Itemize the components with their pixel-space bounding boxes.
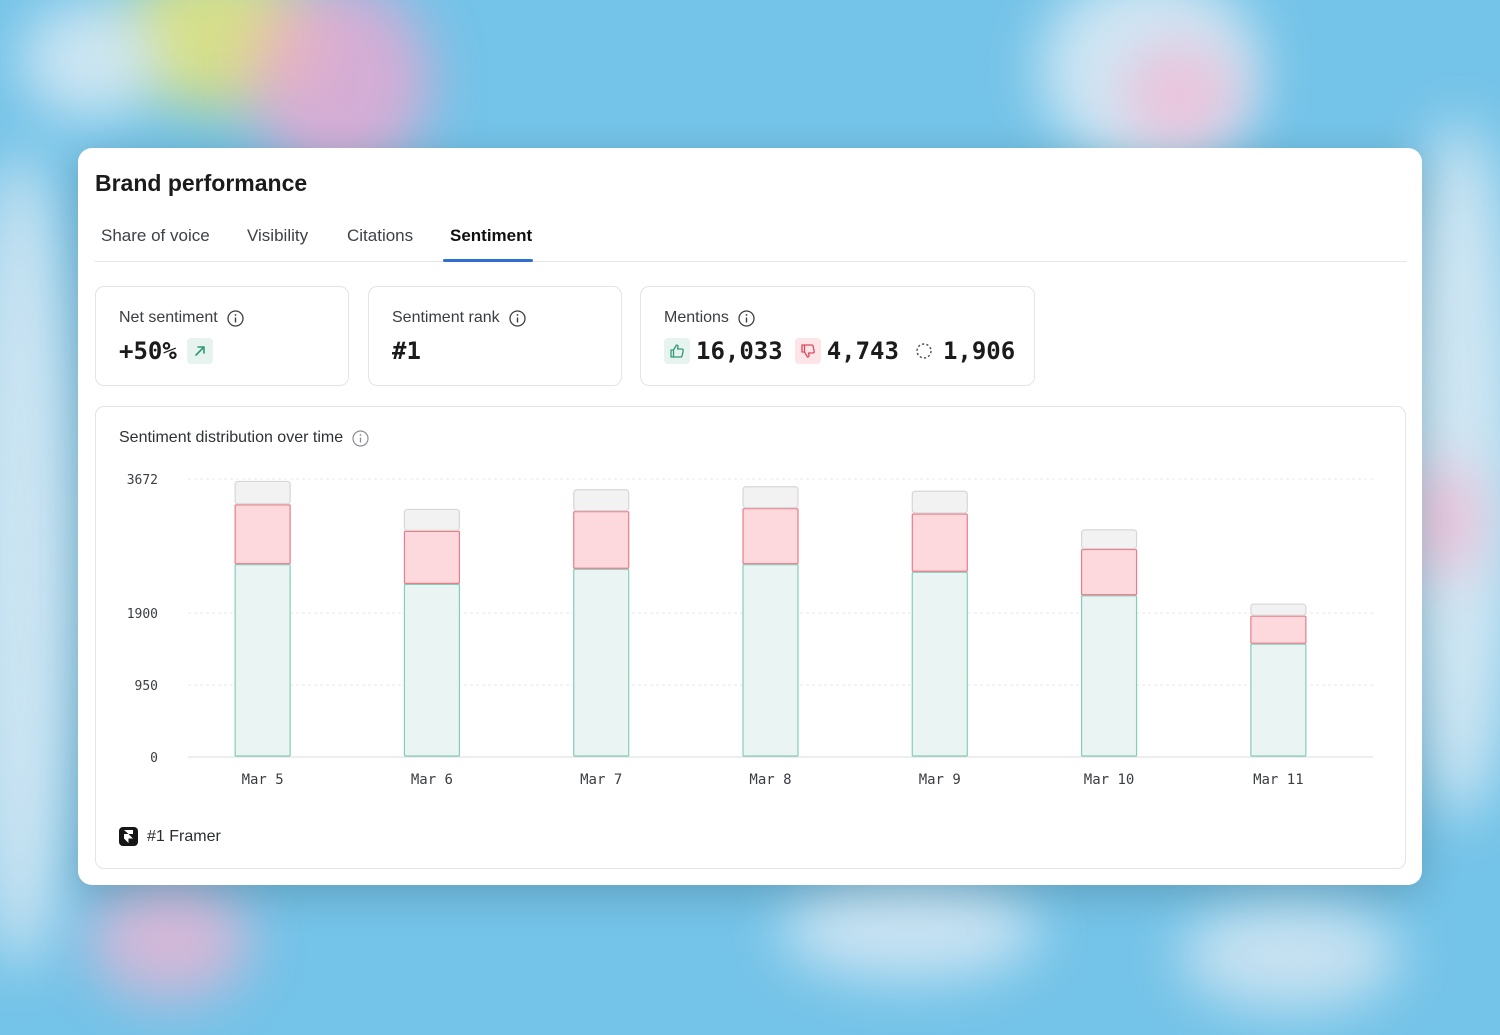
thumbs-down-icon [794, 338, 821, 364]
y-tick-label: 0 [150, 751, 158, 766]
chart-legend: #1 Framer [119, 827, 221, 846]
bar-segment-positive [234, 564, 291, 757]
bar-segment-positive [1080, 595, 1138, 757]
sentiment-rank-card: Sentiment rank #1 [368, 286, 622, 386]
info-icon[interactable] [508, 309, 526, 327]
info-icon[interactable] [352, 429, 369, 447]
x-tick-label: Mar 9 [919, 772, 961, 788]
bar-segment-neutral [1250, 603, 1307, 616]
sentiment-rank-value: #1 [392, 337, 421, 365]
tab-sentiment[interactable]: Sentiment [450, 226, 533, 245]
x-tick-label: Mar 11 [1253, 772, 1304, 788]
net-sentiment-value: +50% [119, 337, 177, 365]
bar-segment-neutral [742, 486, 799, 509]
bar-segment-positive [403, 583, 461, 757]
chart-title: Sentiment distribution over time [119, 429, 344, 446]
bar-segment-positive [573, 568, 630, 757]
negative-mentions-value: 4,743 [826, 337, 899, 365]
tab-citations[interactable]: Citations [347, 226, 414, 245]
brand-performance-card: Brand performance Share of voice Visibil… [78, 148, 1422, 885]
bar-segment-negative [1080, 548, 1138, 596]
x-tick-label: Mar 10 [1084, 772, 1135, 788]
mentions-label: Mentions [664, 309, 729, 326]
legend-item-framer[interactable]: #1 Framer [147, 827, 221, 845]
y-tick-label: 3672 [127, 473, 158, 488]
bar-segment-negative [234, 504, 291, 565]
mentions-card: Mentions 16,033 4,743 [640, 286, 1035, 386]
x-tick-label: Mar 6 [411, 772, 453, 788]
net-sentiment-card: Net sentiment +50% [95, 286, 349, 386]
neutral-mentions-value: 1,906 [942, 337, 1016, 365]
info-icon[interactable] [227, 309, 244, 327]
bar-segment-neutral [573, 489, 630, 512]
info-icon[interactable] [738, 309, 755, 327]
bar-segment-positive [742, 564, 799, 757]
active-tab-indicator [443, 259, 533, 262]
x-tick-label: Mar 5 [242, 772, 284, 788]
framer-logo-icon [119, 827, 138, 846]
bar-segment-negative [573, 511, 630, 569]
bar-segment-neutral [234, 480, 291, 505]
tab-visibility[interactable]: Visibility [247, 226, 309, 245]
bar-segment-negative [911, 513, 968, 572]
thumbs-up-icon [664, 338, 690, 364]
tab-share-of-voice[interactable]: Share of voice [101, 226, 210, 245]
tab-bar: Share of voice Visibility Citations Sent… [95, 214, 1407, 262]
y-tick-label: 950 [135, 679, 158, 694]
bar-segment-negative [403, 530, 461, 584]
sentiment-bar-chart: 0 950 1900 3672 Mar 5 Mar 6 Mar 7 Mar 8 Mar 9 Mar… [127, 473, 1373, 788]
bar-segment-positive [1250, 643, 1307, 757]
x-tick-label: Mar 7 [580, 772, 622, 788]
dashed-circle-icon [911, 338, 937, 364]
bar-segment-neutral [911, 490, 968, 514]
arrow-up-right-icon [186, 338, 213, 364]
bar-segment-positive [911, 571, 968, 757]
bar-segment-neutral [1080, 529, 1138, 550]
y-tick-label: 1900 [127, 607, 158, 622]
sentiment-chart-card: Sentiment distribution over time 0 950 190… [95, 406, 1406, 869]
positive-mentions-value: 16,033 [696, 337, 783, 365]
bar-segment-neutral [403, 508, 461, 531]
bar-segment-negative [742, 508, 799, 565]
sentiment-rank-label: Sentiment rank [392, 309, 500, 326]
bar-segment-negative [1250, 615, 1307, 644]
x-tick-label: Mar 8 [749, 772, 791, 788]
net-sentiment-label: Net sentiment [119, 309, 218, 326]
page-title: Brand performance [95, 170, 308, 196]
